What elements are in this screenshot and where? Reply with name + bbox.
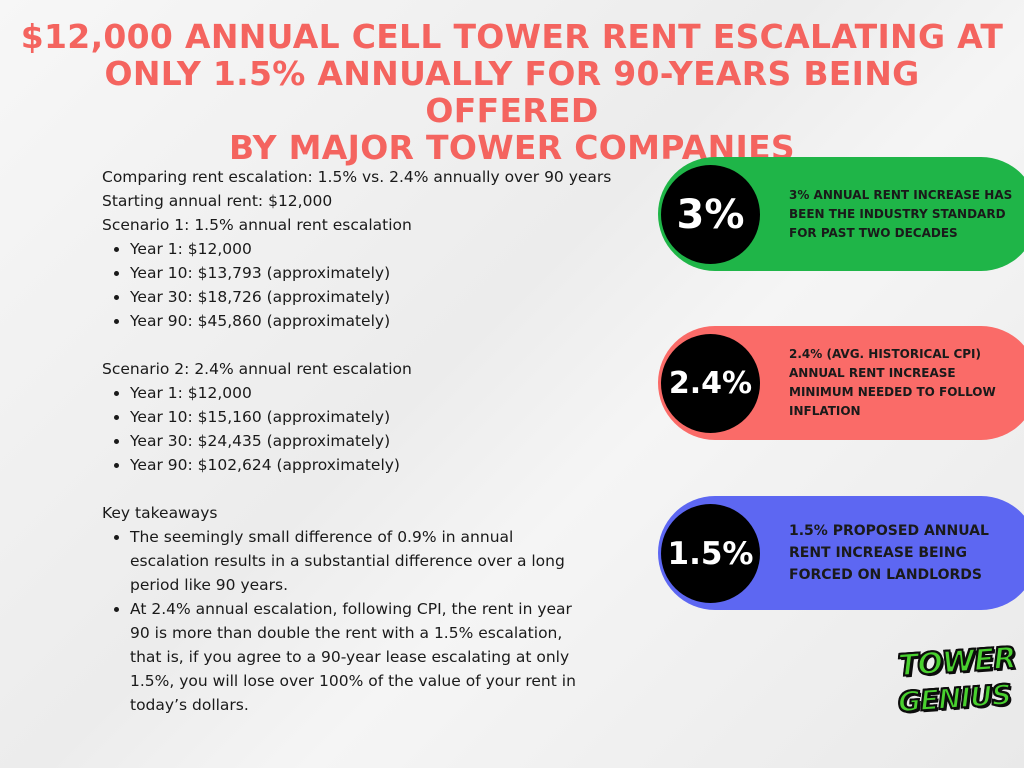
logo-line-2: GENIUS [896, 677, 1013, 720]
badge-description: 1.5% proposed annual rent increase being… [789, 523, 989, 583]
list-item: Year 90: $45,860 (approximately) [130, 309, 622, 333]
page-title: $12,000 ANNUAL CELL TOWER RENT ESCALATIN… [20, 18, 1004, 166]
list-item: Year 10: $15,160 (approximately) [130, 405, 622, 429]
list-item: Year 10: $13,793 (approximately) [130, 261, 622, 285]
list-item: Year 1: $12,000 [130, 381, 622, 405]
intro-line: Comparing rent escalation: 1.5% vs. 2.4%… [102, 168, 612, 186]
list-item: Year 90: $102,624 (approximately) [130, 453, 622, 477]
scenario-1-list: Year 1: $12,000 Year 10: $13,793 (approx… [102, 237, 622, 333]
comparison-text: Comparing rent escalation: 1.5% vs. 2.4%… [102, 165, 622, 717]
list-item: Year 30: $18,726 (approximately) [130, 285, 622, 309]
badge-description: 2.4% (avg. historical CPI) annual rent i… [789, 347, 996, 418]
list-item: Year 30: $24,435 (approximately) [130, 429, 622, 453]
scenario-2-heading: Scenario 2: 2.4% annual rent escalation [102, 360, 412, 378]
scenario-2-list: Year 1: $12,000 Year 10: $15,160 (approx… [102, 381, 622, 477]
badge-value: 3% [661, 165, 760, 264]
scenario-1-heading: Scenario 1: 1.5% annual rent escalation [102, 216, 412, 234]
takeaways-list: The seemingly small difference of 0.9% i… [102, 525, 622, 717]
tower-genius-logo: TOWER GENIUS [896, 640, 1018, 725]
badge-3-percent: 3% 3% annual rent increase has been the … [658, 157, 1024, 271]
badge-description: 3% annual rent increase has been the ind… [789, 187, 1013, 240]
badge-value: 1.5% [661, 504, 760, 603]
list-item: The seemingly small difference of 0.9% i… [130, 525, 585, 597]
badge-1-5-percent: 1.5% 1.5% proposed annual rent increase … [658, 496, 1024, 610]
takeaways-heading: Key takeaways [102, 504, 218, 522]
list-item: Year 1: $12,000 [130, 237, 622, 261]
title-line-2: ONLY 1.5% ANNUALLY FOR 90-YEARS BEING OF… [104, 54, 920, 130]
badge-2-4-percent: 2.4% 2.4% (avg. historical CPI) annual r… [658, 326, 1024, 440]
list-item: At 2.4% annual escalation, following CPI… [130, 597, 585, 717]
title-line-1: $12,000 ANNUAL CELL TOWER RENT ESCALATIN… [20, 17, 1004, 56]
badge-value: 2.4% [661, 334, 760, 433]
starting-rent-line: Starting annual rent: $12,000 [102, 192, 333, 210]
